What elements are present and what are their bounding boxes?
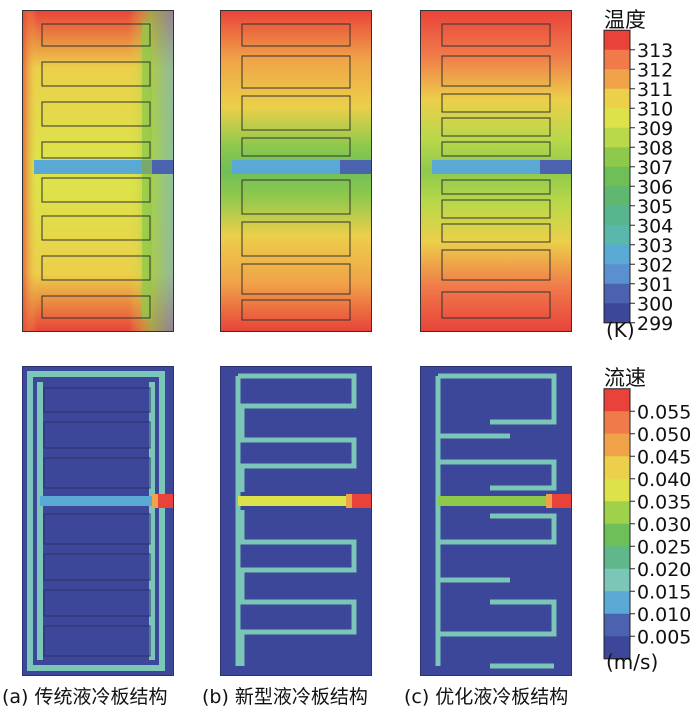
colorbar-tick-label: 0.045 bbox=[637, 446, 691, 468]
colorbar-tick-label: 311 bbox=[637, 79, 673, 101]
colorbar-tick-label: 306 bbox=[637, 176, 673, 198]
caption-b: (b) 新型液冷板结构 bbox=[202, 686, 368, 708]
colorbar-tick-label: 309 bbox=[637, 118, 673, 140]
colorbar-tick-label: 310 bbox=[637, 98, 673, 120]
colorbar-swatch bbox=[604, 49, 630, 70]
colorbar-swatch bbox=[604, 283, 630, 304]
temperature-field-c bbox=[420, 10, 572, 332]
colorbar-swatch bbox=[604, 225, 630, 246]
velocity-legend-title: 流速 bbox=[604, 366, 646, 390]
colorbar-tick-label: 0.030 bbox=[637, 514, 691, 536]
colorbar-tick-label: 0.020 bbox=[637, 559, 691, 581]
colorbar-tick-label: 0.040 bbox=[637, 469, 691, 491]
colorbar-swatch bbox=[604, 456, 630, 480]
velocity-unit: (m/s) bbox=[606, 650, 659, 674]
colorbar-swatch bbox=[604, 613, 630, 637]
colorbar-tick-label: 0.055 bbox=[637, 401, 691, 423]
colorbar-tick-label: 0.015 bbox=[637, 581, 691, 603]
velocity-colorbar: 0.0550.0500.0450.0400.0350.0300.0250.020… bbox=[603, 388, 691, 660]
colorbar-swatch bbox=[604, 69, 630, 90]
colorbar-swatch bbox=[604, 636, 630, 660]
colorbar-swatch bbox=[604, 591, 630, 615]
velocity-field-b bbox=[220, 366, 372, 676]
colorbar-tick-label: 305 bbox=[637, 196, 673, 218]
colorbar-swatch bbox=[604, 433, 630, 457]
colorbar-tick-label: 308 bbox=[637, 137, 673, 159]
colorbar-swatch bbox=[604, 546, 630, 570]
colorbar-outline bbox=[603, 29, 631, 324]
colorbar-tick-label: 299 bbox=[637, 313, 673, 335]
velocity-legend: 流速 0.055 0.050 0.045 0.040 0.035 0.030 0.025 0.… bbox=[598, 360, 700, 680]
colorbar-swatch bbox=[604, 205, 630, 226]
colorbar-swatch bbox=[604, 30, 630, 51]
caption-c: (c) 优化液冷板结构 bbox=[404, 686, 569, 708]
colorbar-tick-label: 300 bbox=[637, 293, 673, 315]
temperature-legend-title: 温度 bbox=[604, 8, 646, 32]
temperature-field-a bbox=[22, 10, 174, 332]
colorbar-tick-label: 303 bbox=[637, 235, 673, 257]
colorbar-swatch bbox=[604, 501, 630, 525]
colorbar-tick-label: 304 bbox=[637, 215, 673, 237]
colorbar-tick-label: 313 bbox=[637, 40, 673, 62]
velocity-field-a bbox=[22, 366, 174, 676]
colorbar-tick-label: 312 bbox=[637, 59, 673, 81]
colorbar-tick-label: 0.035 bbox=[637, 491, 691, 513]
colorbar-swatch bbox=[604, 127, 630, 148]
colorbar-tick-label: 0.050 bbox=[637, 424, 691, 446]
temperature-colorbar: 3133123113103093083073063053043033023013… bbox=[603, 29, 673, 335]
colorbar-swatch bbox=[604, 186, 630, 207]
colorbar-tick-label: 0.005 bbox=[637, 626, 691, 648]
colorbar-swatch bbox=[604, 303, 630, 324]
caption-a: (a) 传统液冷板结构 bbox=[2, 686, 168, 708]
colorbar-swatch bbox=[604, 244, 630, 265]
colorbar-swatch bbox=[604, 166, 630, 187]
colorbar-swatch bbox=[604, 88, 630, 109]
colorbar-tick-label: 307 bbox=[637, 157, 673, 179]
colorbar-tick-label: 302 bbox=[637, 254, 673, 276]
colorbar-swatch bbox=[604, 478, 630, 502]
colorbar-tick-label: 0.025 bbox=[637, 536, 691, 558]
colorbar-swatch bbox=[604, 147, 630, 168]
temperature-field-b bbox=[220, 10, 372, 332]
colorbar-swatch bbox=[604, 108, 630, 129]
colorbar-swatch bbox=[604, 568, 630, 592]
colorbar-swatch bbox=[604, 523, 630, 547]
velocity-field-c bbox=[420, 366, 572, 676]
colorbar-swatch bbox=[604, 411, 630, 435]
temperature-unit: (K) bbox=[606, 318, 635, 342]
colorbar-swatch bbox=[604, 264, 630, 285]
colorbar-tick-label: 301 bbox=[637, 274, 673, 296]
colorbar-swatch bbox=[604, 388, 630, 412]
temperature-legend: 温度 313 312 311 310 309 308 307 306 305 304 303 302 3… bbox=[598, 0, 700, 345]
colorbar-tick-label: 0.010 bbox=[637, 604, 691, 626]
